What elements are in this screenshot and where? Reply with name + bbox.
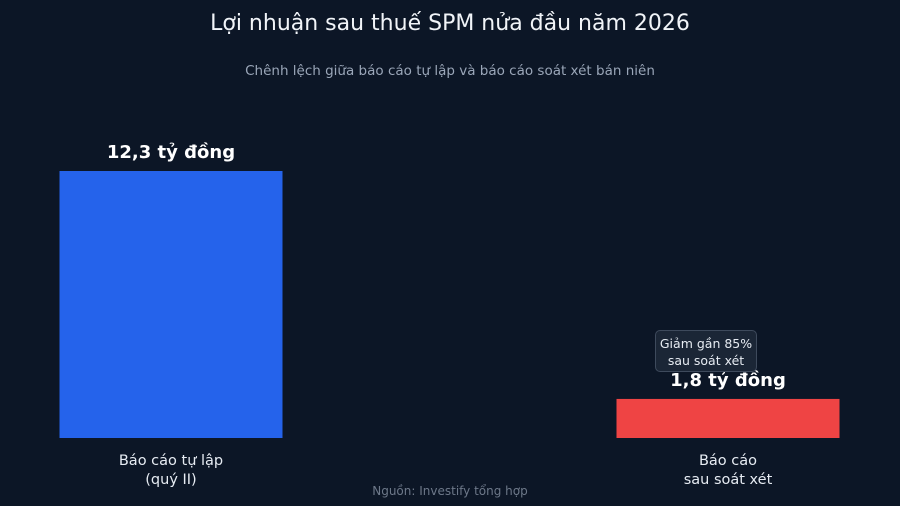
category-label-1-line-1: Báo cáo tự lập bbox=[119, 453, 223, 469]
category-label-1-line-2: (quý II) bbox=[145, 472, 196, 488]
chart-subtitle: Chênh lệch giữa báo cáo tự lập và báo cá… bbox=[245, 63, 655, 79]
category-label-2-line-2: sau soát xét bbox=[684, 472, 773, 488]
annotation-line-2: sau soát xét bbox=[667, 353, 745, 368]
chart-title: Lợi nhuận sau thuế SPM nửa đầu năm 2026 bbox=[210, 11, 690, 36]
value-label-2: 1,8 tỷ đồng bbox=[670, 370, 786, 391]
bar-2 bbox=[616, 398, 840, 438]
bar-1 bbox=[59, 171, 283, 438]
category-label-2-line-1: Báo cáo bbox=[699, 453, 757, 469]
annotation-callout: Giảm gần 85% sau soát xét bbox=[655, 330, 757, 372]
source-note: Nguồn: Investify tổng hợp bbox=[372, 484, 528, 498]
annotation-line-1: Giảm gần 85% bbox=[659, 336, 753, 351]
value-label-1: 12,3 tỷ đồng bbox=[107, 142, 235, 163]
